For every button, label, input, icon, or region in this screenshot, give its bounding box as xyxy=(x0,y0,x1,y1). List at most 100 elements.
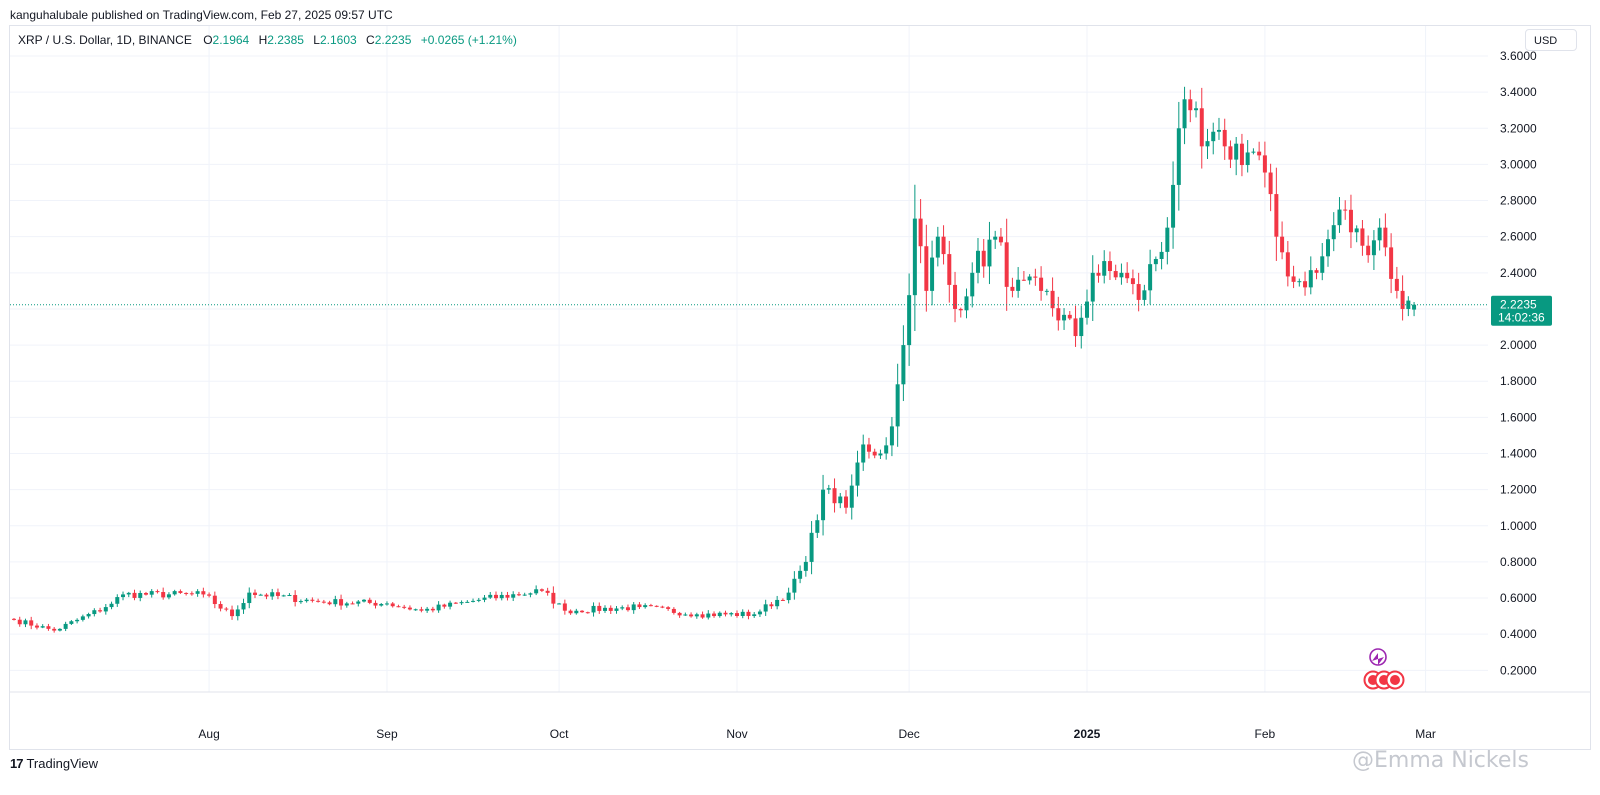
candle-body xyxy=(1354,228,1359,233)
candle-body xyxy=(189,593,194,595)
candle-body xyxy=(1016,279,1021,291)
candle-body xyxy=(562,603,567,611)
candle-body xyxy=(912,218,917,296)
candle-body xyxy=(230,609,235,617)
candle-body xyxy=(476,599,481,601)
candle-body xyxy=(993,236,998,240)
candle-body xyxy=(775,599,780,607)
candle-body xyxy=(327,602,332,605)
candle-body xyxy=(281,595,286,597)
candle-body xyxy=(585,612,590,614)
price-axis-label: 2.0000 xyxy=(1500,338,1537,352)
candle-body xyxy=(1216,129,1221,132)
price-axis-label: 2.6000 xyxy=(1500,230,1537,244)
candle-body xyxy=(344,603,349,606)
time-axis-label: Sep xyxy=(376,727,398,741)
price-axis-label: 1.4000 xyxy=(1500,447,1537,461)
candle-body xyxy=(390,603,395,607)
price-axis-label: 3.2000 xyxy=(1500,121,1537,135)
candle-body xyxy=(1096,272,1101,276)
candle-body xyxy=(568,610,573,614)
candle-body xyxy=(1021,279,1026,281)
candle-body xyxy=(792,578,797,593)
change-value: +0.0265 (+1.21%) xyxy=(420,33,517,47)
candle-body xyxy=(115,597,120,604)
candle-body xyxy=(155,591,160,593)
candle-body xyxy=(729,613,734,615)
candle-body xyxy=(511,594,516,598)
candle-body xyxy=(275,592,280,596)
open-key: O xyxy=(203,33,213,47)
author-watermark: @Emma Nickels xyxy=(1352,748,1529,773)
price-axis[interactable]: 0.2000 0.4000 0.6000 0.8000 1.0000 1.2000 1.40… xyxy=(1500,49,1537,677)
candle-body xyxy=(1176,128,1181,185)
candle-body xyxy=(258,594,263,596)
candle-body xyxy=(1033,276,1038,278)
tradingview-logo[interactable]: 17 TradingView xyxy=(10,754,98,772)
candle-body xyxy=(671,608,676,613)
candle-body xyxy=(252,592,257,595)
candle-body xyxy=(29,620,34,626)
candle-body xyxy=(57,628,62,631)
candle-body xyxy=(1360,228,1365,246)
high-value: 2.2385 xyxy=(267,33,304,47)
candle-body xyxy=(907,295,912,346)
candle-body xyxy=(1119,272,1124,278)
indicator-badges-icon[interactable] xyxy=(1360,645,1410,690)
candle-body xyxy=(1280,236,1285,253)
candle-body xyxy=(1125,272,1130,279)
time-axis[interactable]: Aug Sep Oct Nov Dec 2025 Feb Mar xyxy=(198,727,1435,741)
candle-body xyxy=(1153,258,1158,265)
candle-body xyxy=(1348,209,1353,233)
candle-body xyxy=(161,592,166,598)
candle-body xyxy=(809,532,814,562)
candle-body xyxy=(769,604,774,607)
candle-body xyxy=(1130,278,1135,285)
candle-body xyxy=(958,308,963,311)
candle-body xyxy=(614,608,619,611)
candle-body xyxy=(304,599,309,602)
candle-body xyxy=(143,592,148,595)
candle-body xyxy=(488,594,493,598)
time-axis-label: Dec xyxy=(898,727,919,741)
candle-body xyxy=(109,603,114,608)
candle-body xyxy=(493,594,498,599)
close-key: C xyxy=(366,33,375,47)
candle-body xyxy=(620,607,625,609)
price-axis-label: 1.2000 xyxy=(1500,483,1537,497)
candle-body xyxy=(224,608,229,610)
price-tag-box xyxy=(1491,295,1552,326)
candle-body xyxy=(591,605,596,613)
candle-body xyxy=(734,613,739,616)
candle-body xyxy=(1371,240,1376,256)
candle-body xyxy=(1171,184,1176,228)
currency-button[interactable]: USD xyxy=(1525,29,1577,51)
candle-body xyxy=(1194,108,1199,111)
candle-body xyxy=(350,603,355,605)
candle-body xyxy=(1027,276,1032,281)
candle-body xyxy=(86,614,91,617)
candle-body xyxy=(1308,270,1313,288)
time-axis-label: Feb xyxy=(1255,727,1276,741)
symbol-label[interactable]: XRP / U.S. Dollar, 1D, BINANCE xyxy=(18,33,192,47)
brand-name: TradingView xyxy=(26,755,99,771)
candle-body xyxy=(1412,304,1417,310)
price-tag-value: 2.2235 xyxy=(1500,298,1537,312)
candle-body xyxy=(918,218,923,247)
candle-body xyxy=(23,620,28,625)
candle-body xyxy=(132,592,137,598)
candle-body xyxy=(603,607,608,611)
price-axis-label: 0.8000 xyxy=(1500,555,1537,569)
candle-body xyxy=(689,614,694,617)
candle-body xyxy=(430,608,435,611)
candle-body xyxy=(838,496,843,504)
candle-body xyxy=(849,485,854,508)
candle-body xyxy=(1107,261,1112,272)
candle-body xyxy=(333,599,338,605)
candle-body xyxy=(1337,209,1342,226)
time-axis-label: Aug xyxy=(198,727,219,741)
candle-body xyxy=(1320,256,1325,273)
candle-body xyxy=(298,601,303,603)
